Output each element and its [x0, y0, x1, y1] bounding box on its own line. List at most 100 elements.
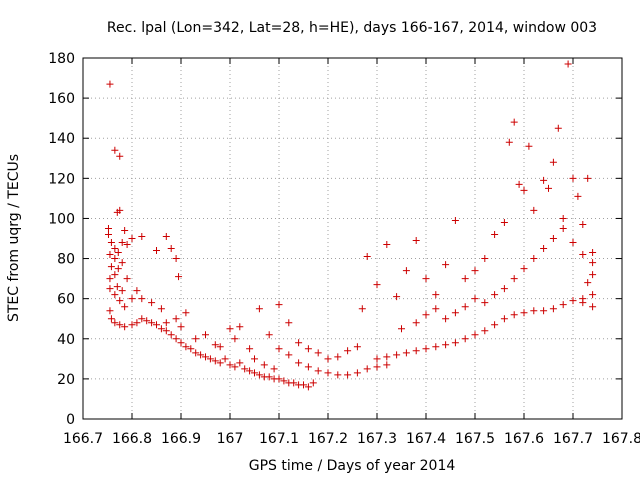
data-point — [231, 363, 239, 371]
data-point — [172, 255, 180, 263]
axis-ticks: 166.7 166.8 166.9 167 167.1 167.2 167.3 167.4 16… — [48, 51, 640, 447]
data-point — [520, 265, 528, 273]
data-point — [187, 345, 195, 353]
data-point — [530, 307, 538, 315]
data-point — [226, 325, 234, 333]
data-point — [275, 345, 283, 353]
data-point — [251, 369, 258, 377]
data-point — [121, 226, 129, 234]
data-point — [412, 319, 420, 327]
data-point — [197, 351, 205, 359]
data-point — [500, 218, 508, 226]
data-point — [182, 343, 190, 351]
data-point — [157, 305, 165, 313]
data-point — [255, 371, 263, 379]
data-point — [106, 80, 114, 88]
data-point — [554, 124, 562, 132]
data-point — [451, 339, 459, 347]
y-axis-label: STEC from uqrg / TECUs — [6, 154, 22, 322]
y-tick-label: 60 — [57, 292, 75, 308]
data-point — [545, 184, 552, 192]
data-point — [432, 343, 440, 351]
data-point — [138, 315, 146, 323]
data-point — [402, 267, 410, 275]
data-point — [162, 319, 170, 327]
data-point — [324, 355, 332, 363]
data-point — [559, 301, 567, 309]
data-point — [290, 379, 298, 387]
data-point — [270, 365, 278, 373]
data-point — [116, 152, 124, 160]
data-point — [383, 353, 391, 361]
data-point — [559, 214, 567, 222]
y-tick-label: 20 — [57, 372, 75, 388]
data-point — [540, 307, 548, 315]
data-point — [412, 237, 420, 245]
data-point — [549, 235, 557, 242]
x-tick-label: 167.5 — [455, 431, 495, 447]
data-point — [589, 271, 597, 279]
data-point — [510, 311, 518, 319]
data-point — [177, 323, 185, 331]
data-point — [481, 299, 489, 307]
data-point — [304, 363, 312, 371]
data-point — [530, 255, 538, 263]
x-tick-label: 167.6 — [504, 431, 544, 447]
data-point — [300, 381, 307, 389]
y-tick-label: 0 — [66, 412, 75, 428]
data-point — [510, 275, 518, 283]
data-point — [295, 359, 303, 367]
data-point — [216, 359, 224, 367]
data-point — [121, 303, 129, 311]
data-point — [525, 142, 533, 150]
data-point — [422, 275, 430, 283]
data-point — [216, 343, 224, 351]
data-point — [422, 345, 430, 353]
data-point — [589, 249, 597, 257]
data-point — [398, 325, 405, 333]
data-point — [412, 347, 420, 355]
data-point — [505, 138, 513, 146]
data-point — [106, 251, 114, 259]
data-point — [461, 275, 469, 283]
x-tick-label: 167.7 — [553, 431, 593, 447]
x-tick-label: 167.1 — [259, 431, 299, 447]
data-point — [211, 357, 219, 365]
data-point — [471, 295, 479, 303]
data-point — [569, 239, 577, 247]
data-point — [153, 321, 160, 329]
data-point — [211, 341, 219, 349]
data-point — [148, 319, 156, 327]
data-point — [574, 192, 582, 200]
data-point — [133, 319, 141, 327]
data-point — [353, 343, 361, 351]
data-point — [114, 249, 122, 257]
data-point — [172, 335, 180, 343]
data-point — [236, 323, 244, 331]
data-point — [157, 325, 165, 333]
data-point — [383, 361, 391, 369]
y-tick-label: 140 — [48, 131, 75, 147]
grid-lines — [83, 58, 622, 419]
y-tick-label: 120 — [48, 171, 75, 187]
data-point — [153, 247, 160, 255]
data-point — [265, 373, 273, 381]
data-point — [358, 305, 366, 313]
data-point — [167, 331, 175, 339]
data-point — [589, 259, 597, 267]
data-point — [111, 255, 119, 263]
data-point — [192, 349, 200, 357]
data-point — [549, 305, 557, 313]
data-point — [500, 285, 508, 293]
data-point — [167, 245, 175, 253]
data-point — [500, 315, 508, 323]
data-point — [442, 315, 450, 323]
data-point — [515, 180, 523, 188]
data-point — [231, 335, 239, 343]
data-point — [344, 371, 352, 379]
data-point — [128, 321, 136, 329]
data-point — [324, 369, 332, 377]
data-point — [579, 299, 587, 307]
data-point — [432, 291, 440, 299]
data-point — [162, 327, 170, 335]
